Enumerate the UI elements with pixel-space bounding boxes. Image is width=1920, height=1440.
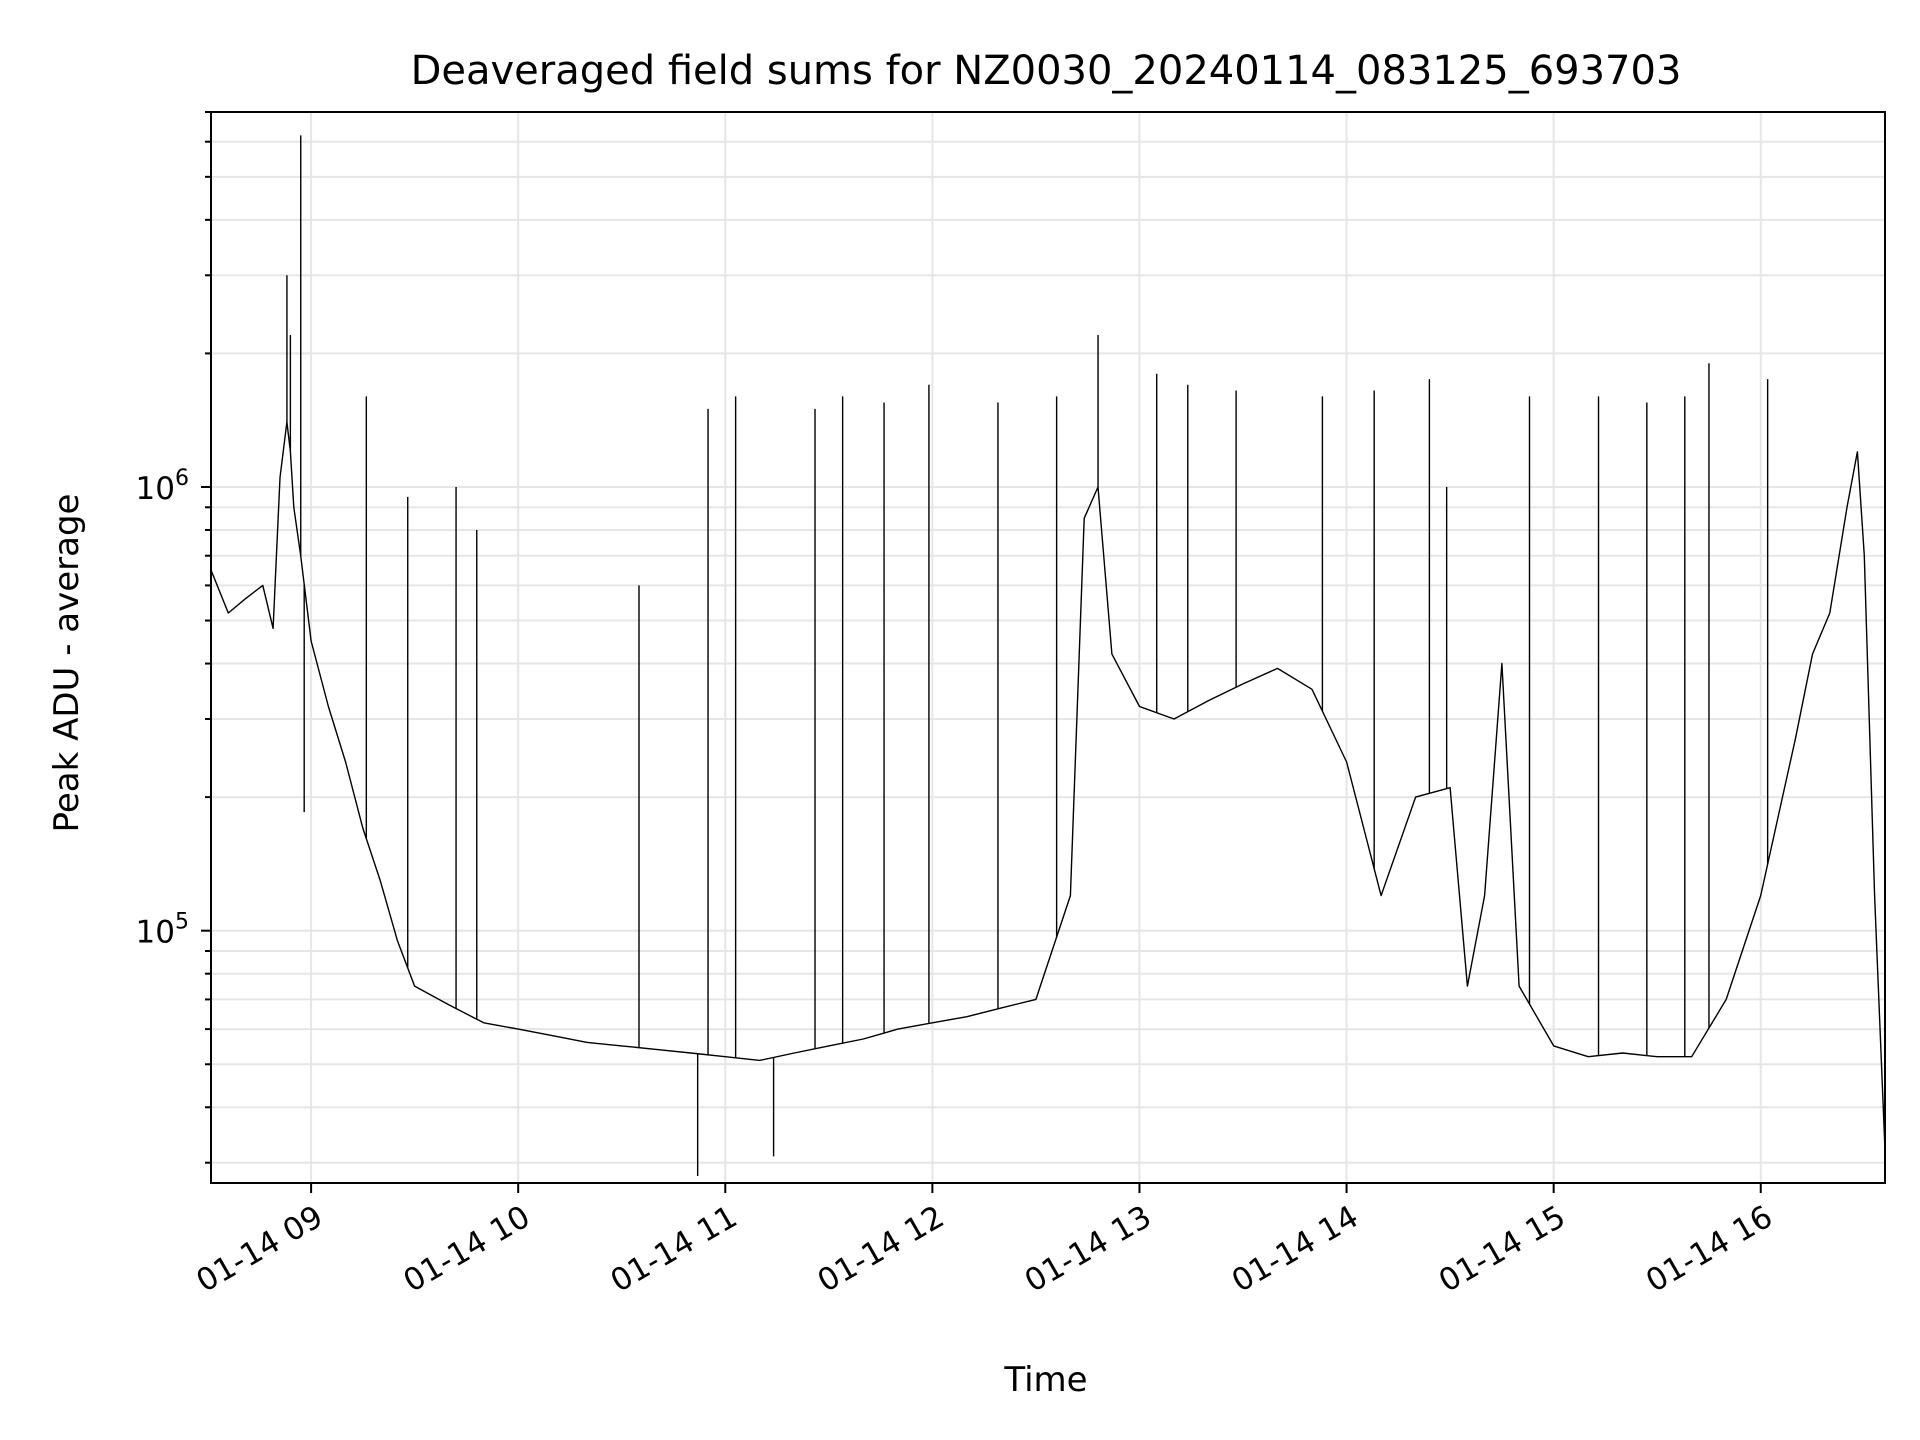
x-tick-label: 01-14 10 bbox=[397, 1199, 536, 1300]
plot-series bbox=[210, 135, 1886, 1176]
x-axis-title: Time bbox=[1003, 1360, 1087, 1400]
plot-frame bbox=[210, 111, 1886, 1184]
x-tick-label: 01-14 11 bbox=[605, 1199, 744, 1300]
chart-title: Deaveraged field sums for NZ0030_2024011… bbox=[411, 48, 1682, 94]
series-line bbox=[210, 421, 1886, 1151]
x-tick-label: 01-14 15 bbox=[1433, 1199, 1572, 1300]
y-tick-label: 106 bbox=[136, 466, 189, 507]
x-tick-label: 01-14 16 bbox=[1640, 1199, 1779, 1300]
grid bbox=[211, 111, 1885, 1183]
x-tick-label: 01-14 13 bbox=[1019, 1199, 1158, 1300]
y-axis-title: Peak ADU - average bbox=[47, 494, 87, 833]
x-axis: 01-14 09 01-14 10 01-14 11 01-14 12 01-14 13… bbox=[190, 1183, 1779, 1300]
x-tick-label: 01-14 12 bbox=[812, 1199, 951, 1300]
x-tick-label: 01-14 09 bbox=[190, 1199, 329, 1300]
y-tick-label: 105 bbox=[136, 910, 189, 951]
x-tick-label: 01-14 14 bbox=[1226, 1199, 1365, 1300]
y-axis: 105 106 bbox=[136, 111, 211, 1164]
